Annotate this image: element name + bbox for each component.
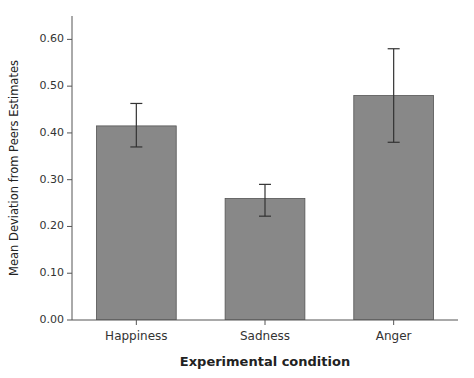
y-tick-label: 0.20 xyxy=(40,219,65,232)
chart: 0.00 0.10 0.20 0.30 0.40 0.50 0.60 Happiness Sad… xyxy=(0,0,474,378)
y-tick xyxy=(67,320,72,321)
bar xyxy=(225,198,305,320)
x-ticks: Happiness Sadness Anger xyxy=(105,320,411,343)
y-tick xyxy=(67,86,72,87)
error-stem xyxy=(264,184,265,216)
y-axis-label: Mean Deviation from Peers Estimates xyxy=(7,60,21,276)
y-tick-label: 0.00 xyxy=(40,313,65,326)
y-tick-label: 0.50 xyxy=(40,79,65,92)
y-tick-label: 0.60 xyxy=(40,32,65,45)
y-tick xyxy=(67,273,72,274)
error-cap-lower xyxy=(130,146,142,147)
y-axis-line xyxy=(72,16,73,320)
y-tick-label: 0.10 xyxy=(40,266,65,279)
error-cap-upper xyxy=(130,103,142,104)
y-tick xyxy=(67,226,72,227)
x-axis-label: Experimental condition xyxy=(180,354,350,369)
background xyxy=(0,0,474,378)
error-bars xyxy=(130,49,399,216)
x-tick xyxy=(136,320,137,325)
error-bar xyxy=(130,103,142,146)
x-tick-label: Anger xyxy=(376,329,412,343)
y-ticks: 0.00 0.10 0.20 0.30 0.40 0.50 0.60 xyxy=(40,32,73,326)
y-tick xyxy=(67,132,72,133)
x-tick xyxy=(265,320,266,325)
x-tick-label: Sadness xyxy=(240,329,290,343)
error-cap-upper xyxy=(388,48,400,49)
bar xyxy=(96,126,176,320)
y-tick xyxy=(67,179,72,180)
y-tick-label: 0.30 xyxy=(40,173,65,186)
error-stem xyxy=(136,103,137,146)
error-cap-upper xyxy=(259,184,271,185)
y-tick xyxy=(67,39,72,40)
error-bar xyxy=(388,49,400,143)
error-stem xyxy=(393,49,394,143)
x-tick-label: Happiness xyxy=(105,329,167,343)
error-bar xyxy=(259,184,271,216)
y-tick-label: 0.40 xyxy=(40,126,65,139)
error-cap-lower xyxy=(388,142,400,143)
error-cap-lower xyxy=(259,216,271,217)
bars xyxy=(96,96,433,320)
x-tick xyxy=(393,320,394,325)
